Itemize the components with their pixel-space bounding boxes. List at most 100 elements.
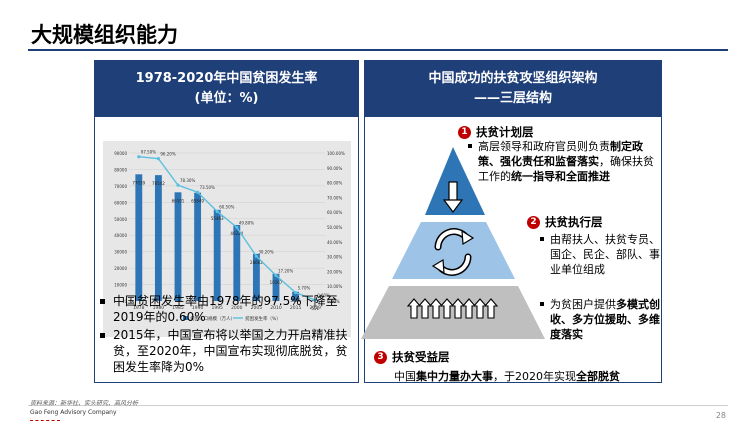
chart-x-tick: 1980: [153, 305, 165, 311]
structure-title: 中国成功的扶贫攻坚组织架构: [428, 71, 598, 86]
chart-x-tick: 2005: [251, 305, 263, 311]
chart-x-tick: 1985: [172, 305, 184, 311]
chart-y-right-tick: 90.00%: [327, 166, 342, 171]
poverty-rate-panel: 1978-2020年中国贫困发生率 (单位：%) 0 10000 20000 3000…: [94, 60, 359, 383]
layer-benefit-number: 3: [374, 350, 387, 364]
chart-line-point: [215, 209, 219, 214]
poverty-chart: 0 10000 20000 30000 40000 50000 60000 70000 8000…: [103, 141, 351, 337]
chart-line-point: [156, 157, 160, 161]
chart-x-tick: 2015: [290, 305, 302, 311]
chart-y-left-tick: 60000: [114, 200, 127, 205]
chart-y-left-tick: 20000: [114, 266, 127, 271]
chart-legend-bar-swatch: [183, 316, 188, 320]
layer-benefit-label: 3 扶贫受益层: [374, 349, 450, 365]
chart-line-label: 5.70%: [298, 286, 311, 291]
page-number: 28: [715, 411, 726, 420]
chart-y-right-tick: 70.00%: [327, 195, 342, 200]
chart-line-point: [137, 155, 141, 159]
chart-y-right-tick: 40.00%: [327, 240, 342, 245]
chart-bar: [194, 192, 202, 301]
chart-bar-label: 28662: [250, 260, 263, 265]
chart-line-point: [196, 190, 200, 194]
chart-bar: [174, 192, 182, 301]
layer-plan-desc: 高层领导和政府官员则负责制定政策、强化责任和监督落实，确保扶贫工作的统一指导和全…: [468, 139, 660, 184]
layer-exec-name: 扶贫执行层: [545, 215, 603, 229]
chart-bar-label: 77039: [132, 180, 145, 185]
structure-subtitle: ——三层结构: [473, 91, 552, 106]
chart-bar-label: 76542: [152, 181, 165, 186]
chart-bar: [272, 273, 280, 301]
chart-line-label: 49.80%: [239, 220, 254, 225]
chart-line-label: 60.50%: [219, 204, 234, 209]
structure-panel: 中国成功的扶贫攻坚组织架构 ——三层结构: [364, 60, 662, 383]
structure-panel-header: 中国成功的扶贫攻坚组织架构 ——三层结构: [365, 61, 661, 117]
layer-exec-number: 2: [527, 215, 540, 229]
chart-y-left-tick: 10000: [114, 283, 127, 288]
poverty-chart-svg: 0 10000 20000 30000 40000 50000 60000 70000 8000…: [114, 150, 345, 322]
chart-y-right-tick: 20.00%: [327, 269, 342, 274]
layer-plan-name: 扶贫计划层: [476, 125, 534, 139]
chart-y-left-tick: 80000: [114, 167, 127, 172]
chart-bar-label: 16567: [270, 280, 283, 285]
chart-line-point: [235, 225, 239, 229]
chart-y-right-tick: 100.00%: [327, 151, 345, 156]
chart-x-tick: 1978: [133, 305, 145, 311]
chart-y-right-tick: 50.00%: [327, 225, 342, 230]
chart-bar-label: 65849: [191, 199, 204, 204]
chart-line-point: [313, 298, 317, 302]
title-divider: [28, 49, 728, 51]
chart-bar-label: 5575: [291, 298, 302, 303]
chart-bar: [292, 291, 300, 301]
chart-bar: [252, 253, 260, 301]
chart-line-label: 30.20%: [258, 249, 273, 254]
poverty-rate-panel-header: 1978-2020年中国贫困发生率 (单位：%): [95, 61, 358, 117]
layer-benefit-desc: 为贫困户提供多模式创收、多方位援助、多维度落实: [540, 297, 660, 342]
chart-x-tick: 2000: [231, 305, 243, 311]
chart-line-label: 97.50%: [141, 150, 156, 155]
layer-exec-label: 2 扶贫执行层: [527, 214, 603, 230]
chart-legend-line-label: 贫困发生率（%）: [245, 315, 281, 322]
chart-x-tick: 1990: [192, 305, 204, 311]
chart-y-left-tick: 70000: [114, 184, 127, 189]
chart-y-right-tick: 30.00%: [327, 255, 342, 260]
chart-legend-bar-label: 贫困人口规模（万人）: [190, 315, 235, 322]
poverty-rate-unit: (单位：%): [194, 91, 259, 106]
chart-y-right-tick: 80.00%: [327, 181, 342, 186]
chart-bar-label: 551: [311, 306, 319, 311]
chart-y-left-tick: 50000: [114, 217, 127, 222]
chart-y-left-tick: 30000: [114, 250, 127, 255]
chart-x-tick: 2019: [309, 305, 321, 311]
chart-y-left-tick: 40000: [114, 233, 127, 238]
chart-bar: [154, 175, 162, 301]
poverty-bullet-2: 2015年，中国宣布将以举国之力开启精准扶贫，至2020年，中国宣布实现彻底脱贫…: [99, 327, 357, 375]
chart-line-label: 96.20%: [160, 152, 175, 157]
chart-line-label: 73.50%: [200, 185, 215, 190]
chart-bar: [233, 224, 241, 301]
source-note: 资料来源：新华社、实头研究、高风分析: [30, 400, 139, 407]
chart-line-point: [254, 254, 258, 258]
chart-line-label: 78.30%: [180, 178, 195, 183]
company-underline: [30, 418, 60, 421]
layer-benefit-name: 扶贫受益层: [392, 350, 450, 364]
poverty-bullet-list: 中国贫困发生率由1978年的97.5%下降至2019年的0.60% 2015年，…: [99, 293, 357, 377]
chart-x-tick: 2010: [270, 305, 282, 311]
chart-line-point: [294, 290, 298, 295]
chart-y-right-tick: 10.00%: [327, 284, 342, 289]
company-name: Gao Feng Advisory Company: [30, 409, 117, 416]
chart-bar-label: 66101: [172, 198, 185, 203]
chart-line-point: [176, 183, 180, 187]
chart-bar: [213, 209, 221, 301]
footer-divider: [28, 405, 728, 406]
chart-line-label: 0.60%: [317, 293, 330, 298]
chart-y-left-tick: 0: [124, 299, 127, 304]
chart-bar-label: 46224: [230, 231, 243, 236]
poverty-bullet-1: 中国贫困发生率由1978年的97.5%下降至2019年的0.60%: [99, 293, 357, 325]
layer-plan-label: 1 扶贫计划层: [458, 124, 534, 140]
structure-summary: 中国集中力量办大事，于2020年实现全部脱贫: [394, 370, 620, 383]
chart-line-point: [274, 273, 278, 278]
layer-plan-number: 1: [458, 125, 471, 139]
chart-y-right-tick: 60.00%: [327, 210, 342, 215]
chart-bar-label: 55463: [211, 216, 224, 221]
layer-exec-desc: 由帮扶人、扶贫专员、国企、民企、部队、事业单位组成: [540, 232, 660, 277]
chart-line-series: [138, 156, 316, 301]
